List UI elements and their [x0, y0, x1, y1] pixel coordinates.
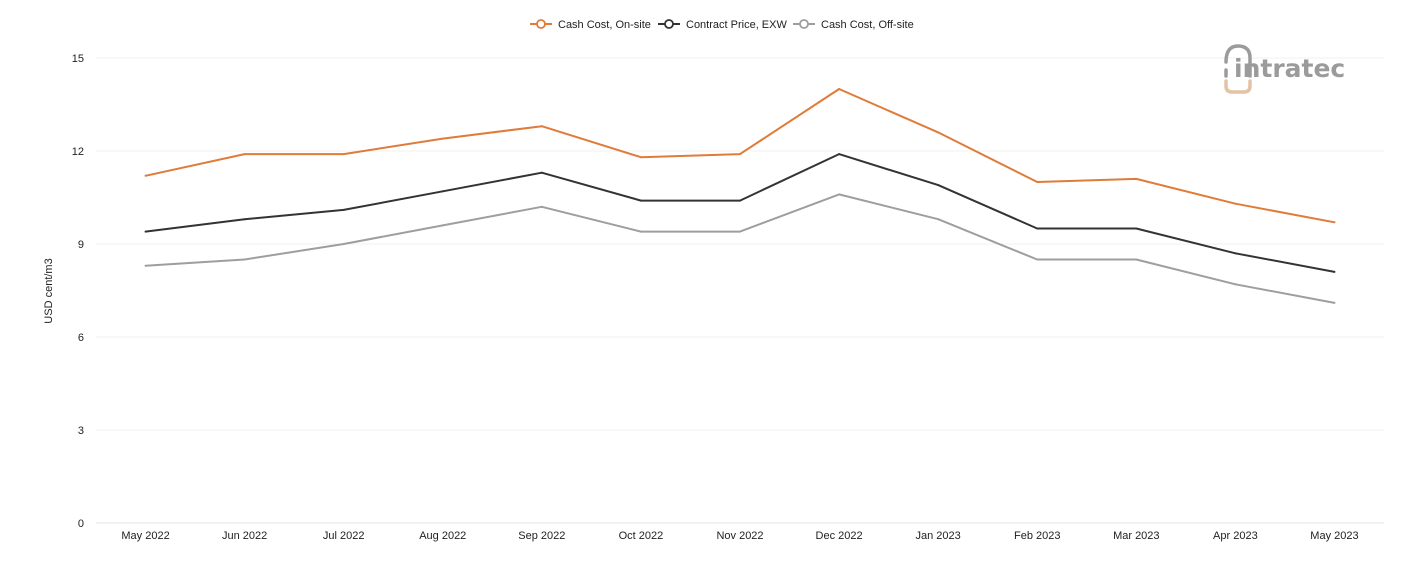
data-point[interactable]	[1135, 227, 1138, 230]
x-tick-label: Aug 2022	[419, 530, 466, 542]
series-line-3[interactable]	[145, 193, 1335, 304]
data-point[interactable]	[838, 88, 841, 90]
x-tick-label: May 2022	[121, 530, 169, 542]
data-point[interactable]	[1036, 181, 1039, 183]
y-tick-label: 12	[72, 146, 84, 158]
x-tick-label: Sep 2022	[518, 530, 565, 542]
series-line-2[interactable]	[145, 153, 1335, 273]
data-point[interactable]	[639, 230, 642, 233]
x-axis-tick-labels: May 2022 Jun 2022 Jul 2022 Aug 2022 Sep 2022…	[121, 530, 1358, 542]
intratec-logo-icon	[1224, 44, 1252, 94]
data-point[interactable]	[243, 153, 246, 156]
data-point[interactable]	[937, 218, 940, 221]
legend[interactable]: Cash Cost, On-site Contract Price, EXW Cas…	[530, 19, 914, 31]
legend-circle-marker	[799, 19, 809, 29]
x-tick-label: Feb 2023	[1014, 530, 1060, 542]
x-tick-label: Jun 2022	[222, 530, 267, 542]
data-point[interactable]	[739, 199, 741, 202]
data-point[interactable]	[441, 137, 444, 140]
data-point[interactable]	[243, 218, 246, 221]
data-point[interactable]	[937, 131, 940, 134]
legend-circle-marker	[536, 19, 546, 29]
data-point[interactable]	[1333, 270, 1336, 273]
y-tick-label: 9	[78, 239, 84, 251]
data-point[interactable]	[937, 184, 940, 187]
data-point[interactable]	[1234, 283, 1237, 286]
data-point[interactable]	[441, 224, 444, 227]
y-tick-label: 15	[72, 53, 84, 65]
data-point[interactable]	[838, 153, 841, 156]
data-point[interactable]	[1036, 227, 1039, 230]
y-axis-tick-labels: 0 3 6 9 12 15	[72, 53, 84, 530]
legend-label: Contract Price, EXW	[686, 19, 787, 31]
y-tick-label: 3	[78, 425, 84, 437]
intratec-logo: intratec	[1224, 44, 1345, 94]
x-tick-label: Mar 2023	[1113, 530, 1159, 542]
series-lines	[144, 88, 1336, 304]
data-point[interactable]	[1135, 177, 1138, 180]
data-point[interactable]	[1333, 221, 1336, 224]
data-point[interactable]	[144, 264, 147, 267]
data-point[interactable]	[639, 156, 642, 159]
series-line-1[interactable]	[145, 88, 1335, 224]
data-point[interactable]	[1234, 252, 1237, 255]
data-point[interactable]	[144, 230, 147, 233]
legend-item[interactable]: Contract Price, EXW	[658, 19, 787, 31]
y-axis-title: USD cent/m3	[43, 258, 55, 323]
data-point[interactable]	[540, 205, 543, 208]
data-point[interactable]	[1234, 202, 1237, 205]
legend-label: Cash Cost, On-site	[558, 19, 651, 31]
x-tick-label: Apr 2023	[1213, 530, 1258, 542]
data-point[interactable]	[243, 258, 246, 261]
grid-lines	[96, 57, 1384, 524]
legend-item[interactable]: Cash Cost, On-site	[530, 19, 651, 31]
data-point[interactable]	[342, 153, 345, 156]
data-point[interactable]	[739, 153, 741, 156]
legend-item[interactable]: Cash Cost, Off-site	[793, 19, 914, 31]
data-point[interactable]	[639, 199, 642, 202]
x-tick-label: Nov 2022	[716, 530, 763, 542]
x-tick-label: Oct 2022	[619, 530, 664, 542]
data-point[interactable]	[739, 230, 741, 233]
data-point[interactable]	[540, 171, 543, 174]
data-point[interactable]	[342, 243, 345, 245]
x-tick-label: Jul 2022	[323, 530, 365, 542]
x-tick-label: Dec 2022	[816, 530, 863, 542]
legend-label: Cash Cost, Off-site	[821, 19, 914, 31]
x-tick-label: Jan 2023	[916, 530, 961, 542]
y-tick-label: 0	[78, 518, 84, 530]
data-point[interactable]	[144, 174, 147, 177]
logo-text: intratec	[1234, 54, 1345, 83]
x-tick-label: May 2023	[1310, 530, 1358, 542]
data-point[interactable]	[540, 125, 543, 128]
data-point[interactable]	[1333, 301, 1336, 304]
data-point[interactable]	[342, 208, 345, 211]
data-point[interactable]	[1036, 258, 1039, 261]
y-tick-label: 6	[78, 332, 84, 344]
data-point[interactable]	[1135, 258, 1138, 261]
data-point[interactable]	[838, 193, 841, 196]
data-point[interactable]	[441, 190, 444, 193]
legend-circle-marker	[664, 19, 674, 29]
